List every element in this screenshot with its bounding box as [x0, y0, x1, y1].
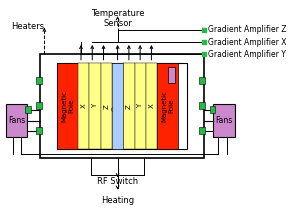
Text: Y: Y [92, 104, 98, 108]
Text: X: X [148, 104, 154, 108]
Text: X: X [81, 104, 87, 108]
Text: Temperature
Sensor: Temperature Sensor [91, 9, 144, 28]
Text: Z: Z [103, 104, 109, 109]
Text: Gradient Amplifier X: Gradient Amplifier X [208, 37, 286, 47]
Bar [36, 77, 41, 84]
Text: Magnetic
Pole: Magnetic Pole [161, 90, 174, 122]
Text: RF
Coil: RF Coil [111, 100, 124, 113]
Text: Magnetic
Pole: Magnetic Pole [61, 90, 74, 122]
Text: Y: Y [137, 104, 143, 108]
Text: Gradient Amplifier Z: Gradient Amplifier Z [208, 25, 286, 34]
Bar [36, 127, 41, 134]
Bar [199, 102, 205, 109]
Bar [57, 63, 187, 150]
Text: RF Switch: RF Switch [97, 177, 138, 186]
Bar [101, 63, 112, 150]
Bar [146, 63, 157, 150]
Bar [89, 63, 101, 150]
Text: Fans: Fans [215, 116, 233, 125]
Bar [134, 63, 146, 150]
Bar [157, 63, 178, 150]
Bar [168, 67, 175, 83]
Bar [78, 63, 89, 150]
Text: Z: Z [126, 104, 132, 109]
Bar [199, 127, 205, 134]
Bar [199, 77, 205, 84]
Bar [40, 54, 203, 158]
Text: Heaters: Heaters [11, 22, 44, 31]
Text: Fans: Fans [8, 116, 26, 125]
Bar [210, 106, 215, 113]
Bar [57, 63, 78, 150]
Bar [112, 63, 123, 150]
Bar [36, 102, 41, 109]
Bar [213, 104, 235, 137]
Bar [123, 63, 134, 150]
Bar [6, 104, 28, 137]
Text: Heating: Heating [101, 196, 134, 205]
Text: Gradient Amplifier Y: Gradient Amplifier Y [208, 50, 286, 59]
Bar [26, 106, 31, 113]
